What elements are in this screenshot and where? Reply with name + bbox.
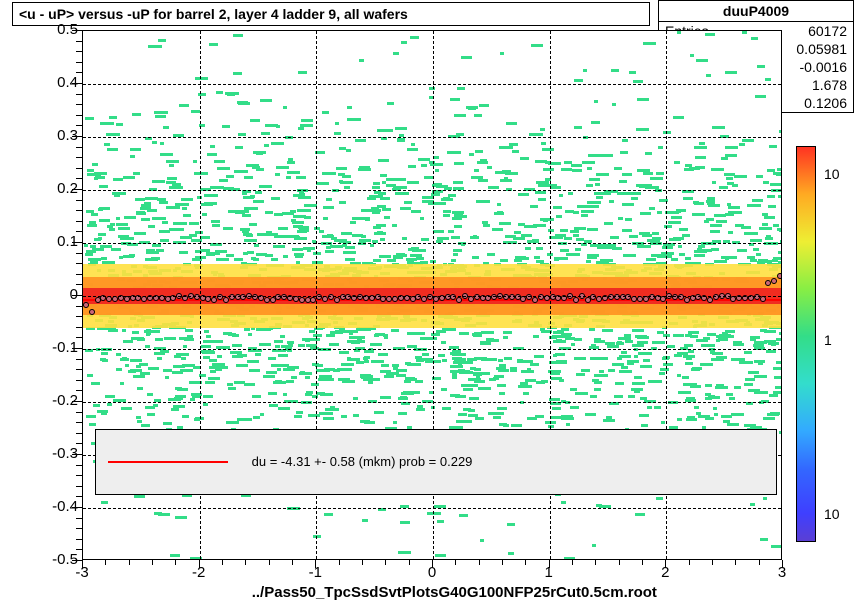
legend-text: du = -4.31 +- 0.58 (mkm) prob = 0.229 <box>252 454 473 469</box>
y-tick-label: 0.2 <box>18 180 78 197</box>
y-tick-label: -0.3 <box>18 445 78 462</box>
figure: <u - uP> versus -uP for barrel 2, layer … <box>0 0 860 606</box>
y-tick-label: 0 <box>18 286 78 303</box>
colorbar <box>796 146 816 542</box>
chart-title: <u - uP> versus -uP for barrel 2, layer … <box>12 2 650 26</box>
y-tick-label: -0.4 <box>18 498 78 515</box>
y-tick-label: 0.5 <box>18 21 78 38</box>
legend-line <box>108 461 228 463</box>
colorbar-label: 10 <box>824 166 840 182</box>
colorbar-label: 10 <box>824 506 840 522</box>
y-tick-label: -0.1 <box>18 339 78 356</box>
y-tick-label: -0.2 <box>18 392 78 409</box>
y-tick-label: 0.1 <box>18 233 78 250</box>
legend-box: du = -4.31 +- 0.58 (mkm) prob = 0.229 <box>95 429 778 495</box>
y-tick-label: 0.4 <box>18 74 78 91</box>
plot-area: du = -4.31 +- 0.58 (mkm) prob = 0.229 <box>82 30 782 560</box>
y-tick-label: 0.3 <box>18 127 78 144</box>
y-tick-label: -0.5 <box>18 551 78 568</box>
stats-name: duuP4009 <box>659 1 853 22</box>
x-axis-title: ../Pass50_TpcSsdSvtPlotsG40G100NFP25rCut… <box>252 584 657 601</box>
colorbar-label: 1 <box>824 332 832 348</box>
